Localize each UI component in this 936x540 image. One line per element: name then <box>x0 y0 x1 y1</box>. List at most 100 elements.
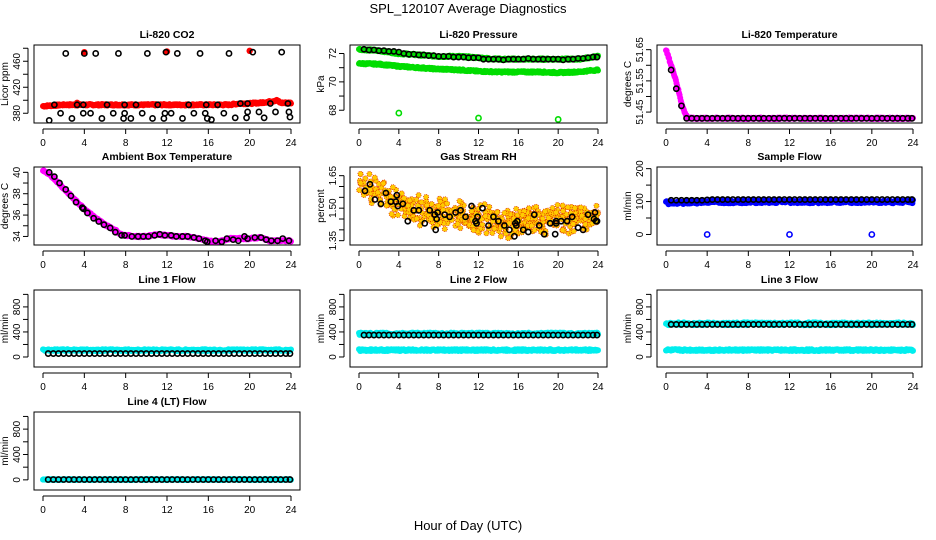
data-point-averages <box>160 115 168 122</box>
data-point-raw-trend <box>559 202 566 209</box>
data-point-averages <box>535 222 543 229</box>
data-point-raw-trend <box>383 202 390 209</box>
y-axis-label: degrees C <box>623 61 634 107</box>
data-point-averages <box>495 217 502 225</box>
data-point-averages <box>415 206 423 214</box>
x-tick-label: 24 <box>285 138 297 149</box>
x-tick-label: 12 <box>473 260 485 271</box>
y-tick-label: 400 <box>12 323 23 340</box>
y-tick-label: 460 <box>12 52 23 69</box>
data-point-averages <box>426 206 434 214</box>
data-point-averages <box>589 53 597 61</box>
data-point-averages <box>584 211 592 219</box>
data-point-averages <box>196 50 204 57</box>
data-point-averages <box>551 230 559 238</box>
x-tick-label: 12 <box>161 382 173 393</box>
panel-title: Li-820 Pressure <box>439 29 517 41</box>
x-tick-label: 0 <box>663 260 669 271</box>
x-tick-label: 0 <box>40 382 46 393</box>
data-point-raw-trend <box>533 203 540 210</box>
data-point-raw-trend <box>482 213 489 220</box>
plot-area <box>40 167 294 245</box>
data-point-averages <box>490 213 497 221</box>
data-point-averages <box>143 50 151 57</box>
data-point-averages <box>473 219 480 227</box>
data-point-raw-trend <box>571 204 578 211</box>
data-point-raw-trend <box>519 212 526 218</box>
data-point-raw-trend <box>418 199 425 206</box>
x-tick-label: 12 <box>161 260 173 271</box>
data-point-raw-trend <box>415 192 422 199</box>
data-point-raw-trend <box>542 208 548 215</box>
data-point-raw-trend <box>405 202 411 209</box>
data-point-raw-trend <box>483 230 490 237</box>
x-tick-label: 4 <box>82 382 88 393</box>
data-point-averages <box>474 213 481 221</box>
data-point-raw-trend <box>362 175 369 182</box>
data-point-raw-trend <box>505 235 512 242</box>
data-point-averages <box>225 50 233 57</box>
data-point-averages <box>361 187 369 195</box>
plot-frame <box>349 166 608 246</box>
x-tick-label: 12 <box>784 138 796 149</box>
data-point-averages <box>120 115 127 122</box>
data-point-averages <box>149 115 156 122</box>
data-point-raw-trend <box>578 212 585 219</box>
data-point-averages <box>50 173 58 181</box>
x-tick-label: 8 <box>436 260 442 271</box>
data-point-raw-trend <box>570 228 577 235</box>
plot-frame <box>349 44 608 124</box>
x-tick-label: 20 <box>553 382 565 393</box>
data-point-averages <box>244 235 251 242</box>
data-point-averages <box>667 66 675 74</box>
data-point-outliers <box>786 231 793 238</box>
data-point-raw-trend <box>444 200 451 207</box>
y-tick-label: 400 <box>328 323 339 340</box>
data-point-raw-trend <box>414 202 421 209</box>
data-point-averages <box>377 200 385 208</box>
data-point-averages <box>185 101 193 109</box>
x-tick-label: 0 <box>663 138 669 149</box>
data-point-raw-trend <box>371 174 378 181</box>
data-point-raw-trend <box>513 205 520 212</box>
x-tick-label: 24 <box>907 138 919 149</box>
data-point-raw-trend <box>501 210 508 216</box>
x-tick-label: 24 <box>285 260 297 271</box>
data-point-averages <box>285 108 293 116</box>
data-point-outliers <box>475 114 482 122</box>
data-point-raw-trend <box>367 186 374 193</box>
data-point-averages <box>393 191 401 199</box>
data-point-averages <box>50 101 58 109</box>
y-tick-label: 51.45 <box>635 99 646 124</box>
data-point-averages <box>62 50 70 57</box>
y-axis-label: percent <box>316 189 327 223</box>
data-point-averages <box>446 213 454 221</box>
data-point-raw-trend <box>470 227 477 234</box>
data-point-averages <box>118 231 125 239</box>
data-point-averages <box>67 192 75 200</box>
data-point-averages <box>79 205 87 213</box>
x-axis: 0 4 8 12 16 20 24 <box>356 250 604 271</box>
data-point-averages <box>203 238 211 245</box>
y-axis-label: ml/min <box>623 191 634 220</box>
data-point-averages <box>366 180 374 188</box>
panel-title: Ambient Box Temperature <box>102 151 233 163</box>
data-point-averages <box>121 101 129 109</box>
data-point-averages <box>908 114 916 122</box>
plot-frame <box>656 166 923 246</box>
data-point-raw-trend <box>401 213 408 220</box>
data-point-averages <box>79 109 87 117</box>
data-point-raw-trend <box>389 184 396 191</box>
x-axis: 0 4 8 12 16 20 24 <box>40 250 297 271</box>
x-tick-label: 4 <box>82 260 88 271</box>
data-point-averages <box>382 189 390 197</box>
data-point-averages <box>404 217 412 225</box>
plot-frame <box>33 166 301 246</box>
data-point-raw-trend <box>398 190 405 197</box>
panel-title: Gas Stream RH <box>440 151 516 163</box>
data-point-raw-trend <box>525 205 532 212</box>
y-tick-label: 68 <box>328 104 339 116</box>
data-point-averages <box>90 214 98 222</box>
